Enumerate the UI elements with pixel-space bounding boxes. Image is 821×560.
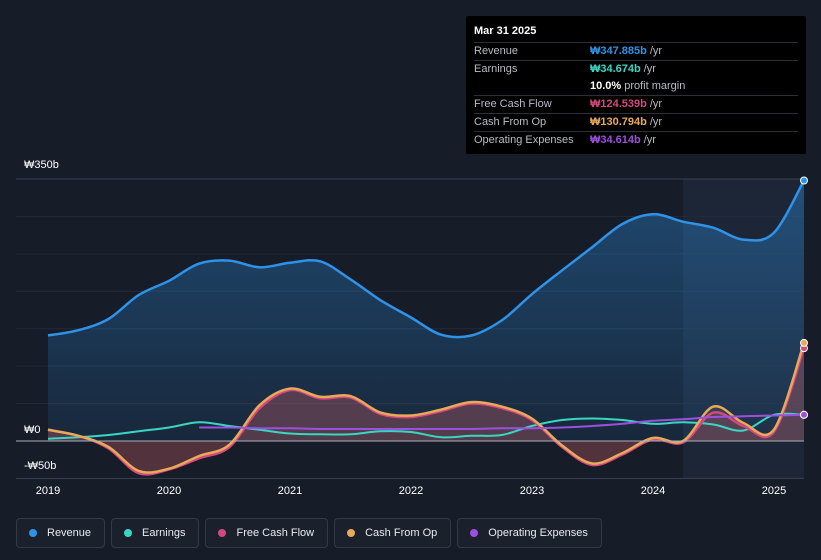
y-tick-label-350: ₩350b — [24, 159, 59, 171]
area-free-cash-flow — [48, 348, 804, 475]
legend-label: Revenue — [47, 527, 92, 539]
y-tick-label-neg50: -₩50b — [24, 460, 57, 472]
tooltip-value: ₩124.539b — [590, 98, 647, 110]
x-tick-label-2025: 2025 — [761, 485, 787, 497]
tooltip-row-cfo: Cash From Op ₩130.794b /yr — [474, 113, 798, 131]
tooltip-row-earnings: Earnings ₩34.674b /yr — [474, 60, 798, 78]
tooltip-unit: /yr — [649, 98, 663, 110]
x-tick-label-2022: 2022 — [398, 485, 424, 497]
tooltip-label: Cash From Op — [474, 116, 547, 128]
legend-item-free-cash-flow[interactable]: Free Cash Flow — [205, 518, 329, 548]
area-revenue — [48, 180, 804, 441]
tooltip-value: ₩34.614b — [590, 134, 641, 146]
tooltip-unit: /yr — [649, 116, 663, 128]
legend-dot-icon — [347, 529, 356, 537]
tooltip-row-opex: Operating Expenses ₩34.614b /yr — [474, 131, 798, 149]
tooltip-row-fcf: Free Cash Flow ₩124.539b /yr — [474, 95, 798, 113]
tooltip-label: Free Cash Flow — [474, 98, 552, 110]
x-tick-label-2021: 2021 — [277, 485, 303, 497]
line-revenue — [47, 179, 806, 339]
legend-item-operating-expenses[interactable]: Operating Expenses — [457, 518, 602, 548]
legend: Revenue Earnings Free Cash Flow Cash Fro… — [16, 518, 602, 548]
tooltip-unit: /yr — [643, 63, 656, 75]
tooltip-label: Operating Expenses — [474, 134, 574, 146]
end-point-operating-expenses — [800, 410, 808, 419]
legend-dot-icon — [470, 529, 479, 537]
legend-item-cash-from-op[interactable]: Cash From Op — [334, 518, 452, 548]
tooltip-value: 10.0% — [590, 80, 622, 92]
tooltip-label: Earnings — [474, 63, 518, 75]
x-tick-label-2020: 2020 — [156, 485, 182, 497]
tooltip-row-revenue: Revenue ₩347.885b /yr — [474, 42, 798, 60]
legend-label: Free Cash Flow — [236, 527, 315, 539]
tooltip-unit: profit margin — [624, 80, 686, 92]
legend-dot-icon — [29, 529, 37, 537]
end-point-cash-from-op — [800, 338, 808, 347]
line-earnings — [47, 412, 805, 440]
tooltip-value: ₩130.794b — [590, 116, 647, 128]
x-tick-label-2023: 2023 — [519, 485, 545, 497]
legend-label: Earnings — [142, 527, 186, 539]
tooltip-value: ₩34.674b — [590, 63, 641, 75]
x-tick-label-2024: 2024 — [640, 485, 666, 497]
tooltip-unit: /yr — [649, 45, 663, 57]
legend-label: Cash From Op — [365, 527, 438, 539]
tooltip-row-margin: 10.0% profit margin — [474, 78, 798, 95]
line-operating-expenses — [199, 413, 805, 431]
tooltip-label: Revenue — [474, 45, 519, 57]
x-tick-label-2019: 2019 — [35, 485, 61, 497]
y-tick-label-0: ₩0 — [24, 424, 41, 436]
tooltip-date: Mar 31 2025 — [474, 25, 537, 37]
legend-dot-icon — [124, 529, 133, 537]
tooltip-label — [474, 78, 590, 95]
end-markers — [800, 176, 808, 419]
tooltip-panel: Mar 31 2025 Revenue ₩347.885b /yr Earnin… — [466, 16, 806, 154]
tooltip-value: ₩347.885b — [590, 45, 647, 57]
legend-dot-icon — [218, 529, 227, 537]
legend-item-revenue[interactable]: Revenue — [16, 518, 106, 548]
legend-item-earnings[interactable]: Earnings — [111, 518, 200, 548]
end-point-revenue — [800, 176, 808, 185]
tooltip-unit: /yr — [643, 134, 656, 146]
legend-label: Operating Expenses — [488, 527, 588, 539]
